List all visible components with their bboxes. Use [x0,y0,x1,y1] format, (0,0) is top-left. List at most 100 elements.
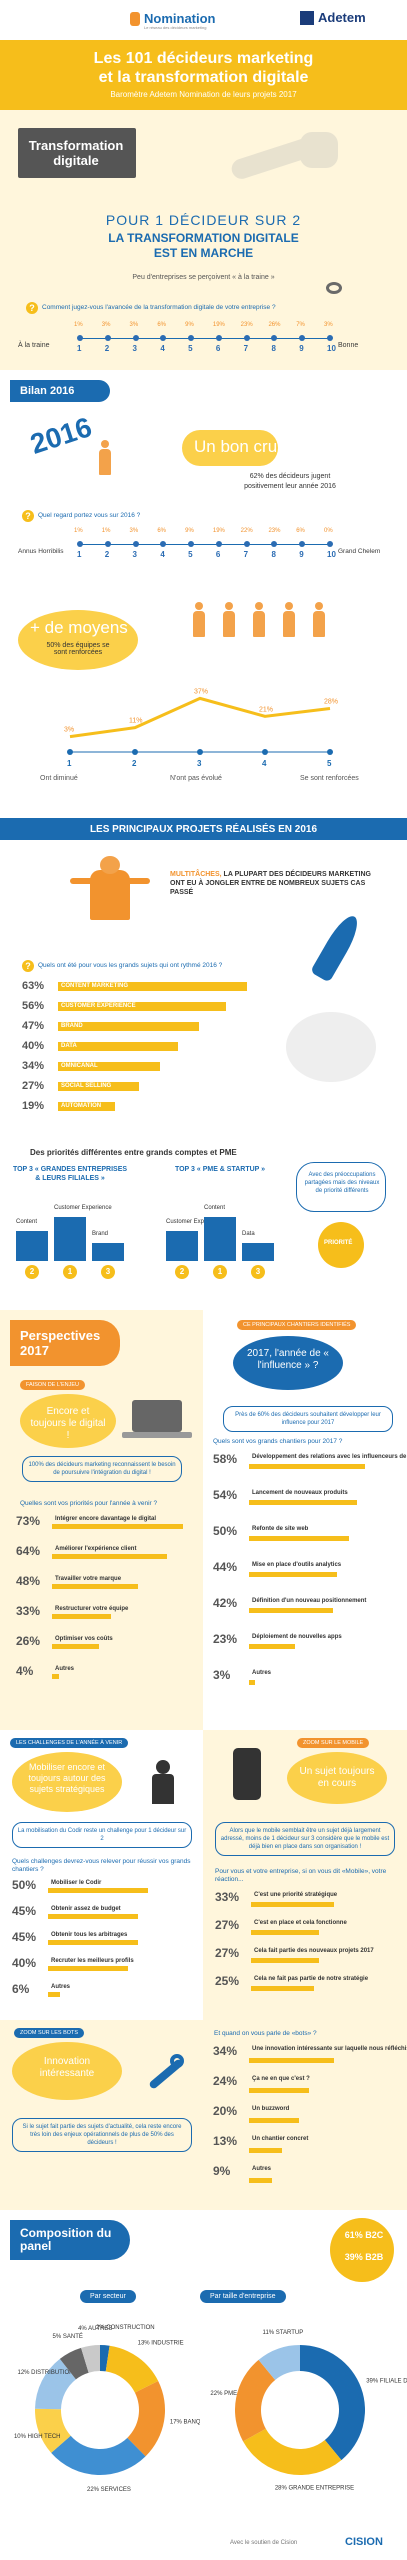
mobile-bubble: Un sujet toujours en cours [287,1752,387,1804]
bar-label: C'est une priorité stratégique [254,1892,338,1898]
podium-name: Customer Experience [166,1219,224,1225]
perspectives-title-banner: Perspectives 2017 [10,1320,120,1366]
bar-fill [249,2118,299,2123]
transformation-stat-line2: LA TRANSFORMATION DIGITALE [108,231,299,245]
perspectives-priorities: 73% Intégrer encore davantage le digital 6… [0,1514,203,1714]
sector-donut: 2% CONSTRUCTION 13% INDUSTRIE 17% BANQUE, … [14,2325,200,2493]
bar-row: 13% Un chantier concret [203,2134,407,2164]
transformation-stat-line3: EST EN MARCHE [153,246,254,260]
scale-number: 5 [188,550,193,559]
transformation-badge-text: Transformation digitale [28,138,124,168]
podium-block [166,1231,198,1261]
donut-slice [258,2345,300,2380]
bar-fill [249,2178,272,2183]
challenges-note: La mobilisation du Codir reste un challe… [12,1822,192,1848]
perspectives-left: Perspectives 2017 FAISON DE L'ENJEU Enco… [0,1310,203,1730]
bar-row: 54% Lancement de nouveaux produits [203,1488,407,1524]
priorities-note: Avec des préoccupations partagées mais d… [304,1172,380,1194]
adetem-logo-mark [300,11,314,25]
bar-label: Refonte de site web [252,1526,309,1532]
team-scale-number: 4 [262,759,267,768]
donut-label: 13% INDUSTRIE [138,2340,184,2346]
perspectives-chantiers: 58% Développement des relations avec les … [203,1452,407,1722]
bar-label: SOCIAL SELLING [61,1083,112,1089]
bar-row: 24% Ça ne en que c'est ? [203,2074,407,2104]
innovation-question: Et quand on vous parle de «bots» ? [214,2030,317,2037]
scale-percent: 3% [129,528,139,534]
scale-number: 5 [188,344,193,353]
bar-label: Mobiliser le Codir [51,1880,102,1886]
bar-label: Autres [252,2166,272,2172]
bar-percent: 42% [213,1596,238,1610]
bar-label: Cela ne fait pas partie de notre stratég… [254,1976,369,1982]
digital-bubble: Encore et toujours le digital ! [20,1394,116,1448]
bar-label: OMNICANAL [61,1063,98,1069]
scale-dot [327,335,333,341]
bar-fill [52,1614,112,1619]
bar-label: Travailler votre marque [55,1576,122,1582]
donut-label: 17% BANQUE, FINANCE, ASSURANCE [170,2419,200,2425]
bar-fill [52,1674,60,1679]
bar-row: 25% Cela ne fait pas partie de notre stra… [203,1974,407,2002]
bar-row: 73% Intégrer encore davantage le digital [0,1514,203,1544]
donut-slice [300,2345,365,2461]
bar-row: 50% Mobiliser le Codir [0,1878,203,1904]
challenges-question: Quels challenges devrez-vous relever pou… [12,1858,191,1873]
bar-percent: 48% [16,1574,41,1588]
scale-percent: 3% [324,322,333,328]
team-line [69,696,331,739]
donut-slice [51,2435,146,2475]
donut-slice [235,2359,276,2442]
scale-percent: 0% [324,528,333,534]
podium-name: Brand [92,1231,109,1237]
team-axis-label: Se sont renforcées [300,775,359,782]
scale-dot [271,335,278,341]
bar-row: 23% Déploiement de nouvelles apps [203,1632,407,1668]
bar-row: 33% C'est une priorité stratégique [203,1890,407,1918]
bar-percent: 23% [213,1632,238,1646]
nomination-logo-mark [130,12,140,26]
scale-right-label: Bonne [338,342,359,349]
mobile-note: Alors que le mobile semblait être un suj… [215,1822,395,1856]
bar-percent: 33% [16,1604,41,1618]
bilan-title: Bilan 2016 [20,385,75,397]
header: Nomination Le réseau des décideurs marke… [0,0,407,110]
mobile-question: Pour vous et votre entreprise, si on vou… [215,1868,387,1883]
challenges-bubble: Mobiliser encore et toujours autour des … [12,1752,122,1812]
bar-label: Autres [51,1984,71,1990]
digital-head: FAISON DE L'ENJEU [20,1380,86,1390]
bar-label: BRAND [61,1023,83,1029]
challenges-head: LES CHALLENGES DE L'ANNÉE À VENIR [10,1738,129,1748]
bar-label: Lancement de nouveaux produits [252,1490,348,1496]
podium-rank: 3 [101,1265,115,1279]
scale-percent: 6% [296,528,305,534]
bar-label: Cela fait partie des nouveaux projets 20… [254,1948,374,1954]
bar-label: Mise en place d'outils analytics [252,1562,342,1568]
podium-block [16,1231,48,1261]
scale-percent: 9% [185,528,194,534]
title-banner: Les 101 décideurs marketing et la transf… [0,40,407,110]
bar-fill [58,982,247,991]
composition-title: Composition du panel [20,2226,112,2253]
scale-dot [299,335,306,341]
bar-fill [48,1940,138,1945]
podium-name: Content [204,1205,226,1211]
bar-label: CONTENT MARKETING [61,983,128,989]
bar-label: DATA [61,1043,77,1049]
transformation-note: Peu d'entreprises se perçoivent « à la t… [132,274,275,281]
bar-label: Intégrer encore davantage le digital [55,1516,157,1522]
transformation-badge: Transformation digitale [18,128,136,178]
bar-percent: 33% [215,1890,240,1904]
bar-row: 56% CUSTOMER EXPERIENCE [0,1000,407,1020]
team-dot [197,749,203,755]
bar-percent: 45% [12,1930,37,1944]
bar-label: Une innovation intéressante sur laquelle… [252,2046,407,2052]
wrench-icon [140,2050,190,2100]
bar-fill [249,2148,282,2153]
scale-dot [77,335,83,341]
team-percent: 21% [259,706,273,713]
bar-percent: 73% [16,1514,41,1528]
influence-quote: 2017, l'année de « l'influence » ? [247,1348,329,1371]
challenges-bars: 50% Mobiliser le Codir 45% Obtenir assez de… [0,1878,203,2018]
donut-label: 28% GRANDE ENTREPRISE [275,2486,354,2492]
